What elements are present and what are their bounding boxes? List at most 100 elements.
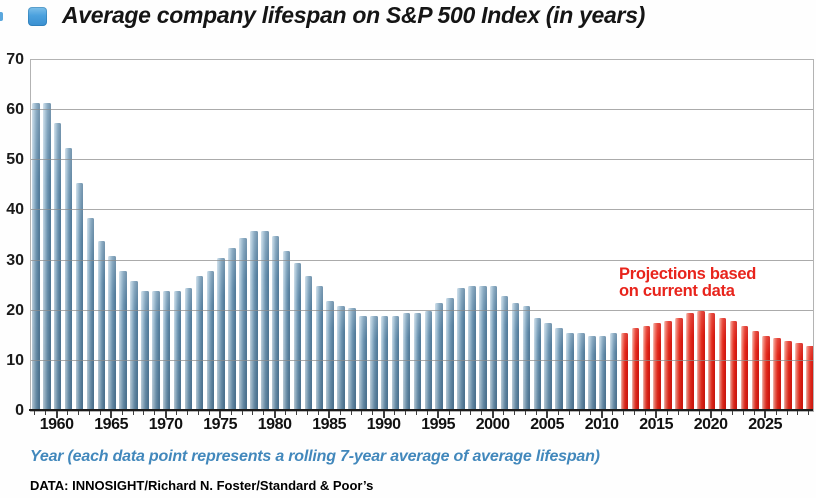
x-tick-2023	[742, 411, 744, 415]
bar-2010	[598, 335, 607, 411]
x-tick-1985	[328, 411, 331, 418]
bar-2004	[533, 318, 542, 411]
bar-1967	[130, 280, 138, 411]
x-tick-1961	[67, 411, 69, 415]
bar-1958	[32, 102, 40, 411]
bar-1960	[53, 122, 62, 411]
bar-2029	[806, 345, 813, 411]
x-tick-1978	[252, 411, 254, 415]
x-label-1980: 1980	[257, 416, 292, 433]
x-tick-2029	[808, 411, 810, 415]
bar-1970	[162, 290, 171, 411]
x-tick-2007	[568, 411, 570, 415]
left-edge-blue-artifact	[0, 12, 3, 21]
bar-2018	[686, 313, 694, 411]
x-tick-1995	[437, 411, 440, 418]
bar-1986	[337, 305, 345, 411]
bar-2007	[566, 333, 574, 411]
x-tick-1984	[317, 411, 319, 415]
x-tick-1982	[296, 411, 297, 415]
bar-2005	[544, 323, 552, 411]
x-tick-2008	[579, 411, 581, 415]
bar-1966	[119, 270, 127, 411]
x-label-2000: 2000	[475, 416, 510, 433]
bar-2020	[707, 313, 716, 411]
x-tick-1996	[448, 411, 450, 415]
x-tick-1987	[350, 411, 352, 415]
bar-2021	[718, 318, 727, 411]
x-tick-2018	[688, 411, 690, 415]
bar-1981	[282, 250, 291, 411]
bar-2003	[522, 305, 531, 411]
x-tick-1966	[121, 411, 123, 415]
bar-1976	[228, 248, 236, 411]
bar-2019	[697, 310, 705, 411]
bar-1973	[195, 275, 204, 411]
bar-1984	[315, 285, 324, 411]
bar-1994	[424, 310, 433, 411]
x-label-1960: 1960	[39, 416, 74, 433]
x-tick-1981	[285, 411, 287, 415]
x-tick-2014	[644, 411, 646, 415]
bar-2028	[795, 343, 803, 411]
x-tick-2016	[666, 411, 668, 415]
x-tick-1958	[34, 411, 36, 415]
bar-2012	[620, 333, 629, 411]
x-tick-2022	[732, 411, 733, 415]
x-tick-1977	[241, 411, 243, 415]
x-axis-line	[29, 409, 813, 411]
x-tick-1959	[45, 411, 47, 415]
x-tick-2024	[753, 411, 755, 415]
bar-2001	[500, 295, 509, 411]
bar-1972	[184, 288, 193, 411]
x-tick-2011	[612, 411, 614, 415]
x-label-1965: 1965	[94, 416, 129, 433]
x-tick-1992	[405, 411, 406, 415]
bar-1974	[206, 270, 215, 411]
x-tick-2012	[623, 411, 624, 415]
y-label-70: 70	[6, 51, 24, 68]
x-label-1995: 1995	[421, 416, 456, 433]
x-tick-1989	[372, 411, 374, 415]
bar-2016	[664, 320, 672, 411]
x-label-1975: 1975	[203, 416, 238, 433]
x-tick-2002	[514, 411, 515, 415]
y-label-40: 40	[6, 201, 24, 219]
x-tick-2006	[557, 411, 559, 415]
bar-2026	[773, 338, 781, 411]
bar-1979	[261, 230, 269, 411]
bar-1963	[86, 217, 95, 411]
x-tick-2001	[503, 411, 505, 415]
x-tick-2028	[797, 411, 799, 415]
bar-1999	[479, 285, 487, 411]
x-axis-ticks	[0, 411, 816, 421]
bar-1980	[271, 235, 280, 411]
x-tick-2017	[677, 411, 679, 415]
x-label-1985: 1985	[312, 416, 347, 433]
bar-2015	[653, 323, 661, 411]
x-tick-1988	[361, 411, 363, 415]
x-tick-2005	[546, 411, 549, 418]
bar-1977	[239, 238, 247, 411]
x-tick-2020	[709, 411, 712, 418]
bar-1961	[64, 147, 73, 411]
gridline-60	[31, 109, 813, 111]
x-tick-1991	[394, 411, 396, 415]
x-tick-2025	[764, 411, 767, 418]
x-tick-1962	[78, 411, 79, 415]
x-tick-1983	[306, 411, 308, 415]
bar-2027	[784, 340, 792, 411]
bar-1965	[108, 255, 116, 411]
y-label-60: 60	[6, 101, 24, 119]
y-label-30: 30	[6, 251, 24, 269]
bar-2014	[642, 325, 651, 411]
bar-2023	[740, 325, 749, 411]
bar-2025	[762, 335, 770, 411]
bar-1982	[293, 263, 302, 411]
x-tick-1971	[176, 411, 178, 415]
bar-2011	[609, 333, 618, 411]
legend-blue-square-icon	[28, 7, 47, 26]
bar-1995	[435, 303, 443, 411]
data-source: DATA: INNOSIGHT/Richard N. Foster/Standa…	[30, 478, 374, 493]
gridline-20	[31, 309, 813, 311]
